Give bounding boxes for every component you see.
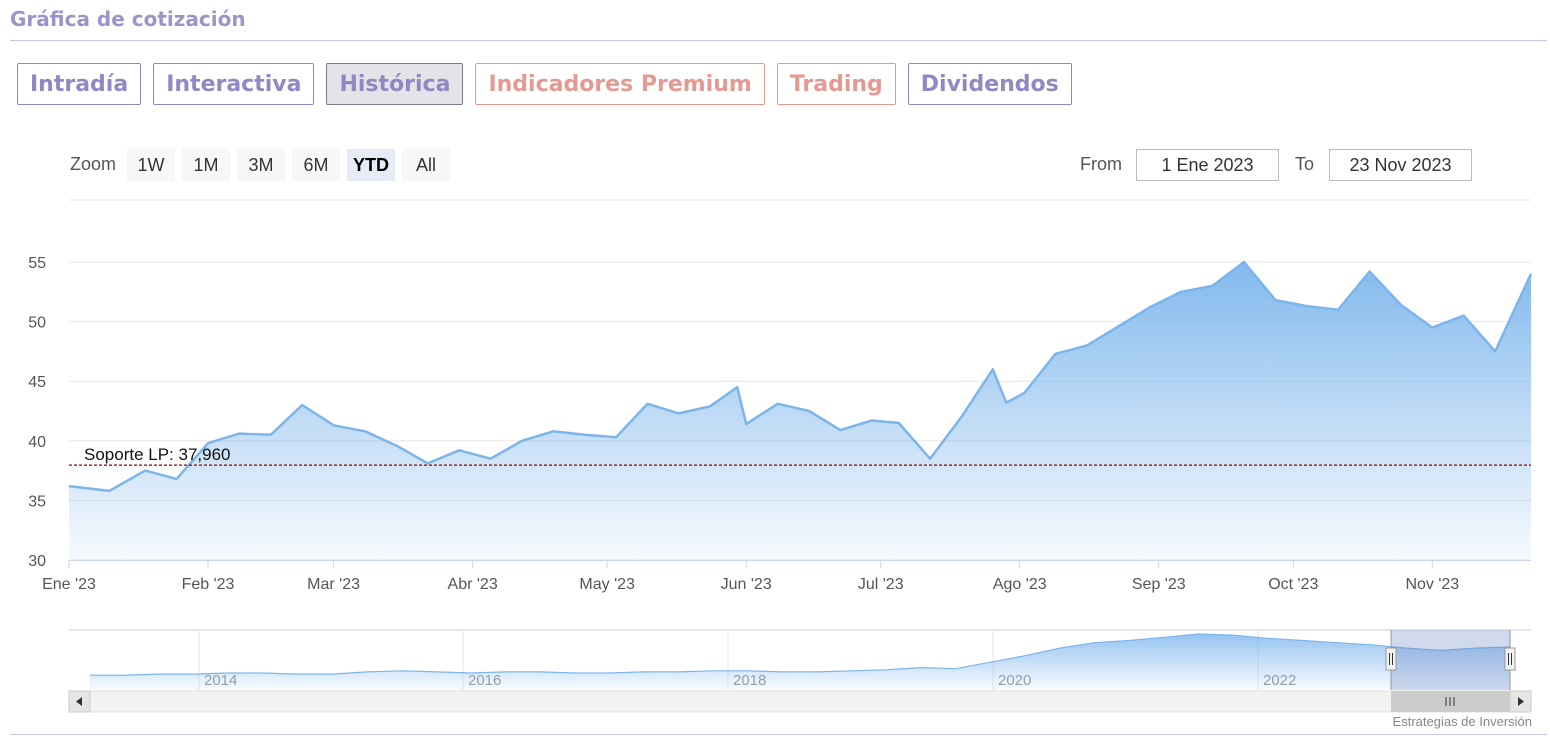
from-label: From [1080,154,1122,174]
scrollbar-thumb[interactable] [1391,691,1510,712]
x-tick-label: Jul '23 [858,576,904,593]
title-divider [10,40,1547,41]
to-date-input[interactable]: 23 Nov 2023 [1329,149,1472,181]
navigator-handle-left[interactable] [1385,647,1397,671]
credits-text: Estrategias de Inversión [1392,714,1532,729]
price-area-fill [69,262,1531,560]
x-tick-label: May '23 [579,576,635,593]
navigator-handle-right[interactable] [1504,647,1516,671]
navigator-line [90,633,1511,676]
chart-tabs: Intradía Interactiva Histórica Indicador… [17,63,1072,105]
y-tick-label: 35 [28,493,46,510]
y-axis: 30 35 40 45 50 55 [28,255,46,570]
x-tick-label: Feb '23 [182,576,235,593]
navigator-tick-label: 2020 [998,672,1031,689]
price-area [68,260,1533,560]
arrow-right-icon [1518,697,1524,706]
navigator-tick-label: 2018 [733,672,766,689]
x-tick-label: Ago '23 [993,576,1047,593]
support-annotation: Soporte LP: 37,960 [69,445,1531,466]
navigator-area [90,634,1510,690]
x-tick-label: Sep '23 [1132,576,1186,593]
page-title: Gráfica de cotización [10,7,246,31]
tab-dividendos[interactable]: Dividendos [907,63,1072,105]
x-tick-label: Abr '23 [448,576,498,593]
y-tick-label: 55 [28,255,46,272]
zoom-1w-button[interactable]: 1W [127,149,175,181]
scrollbar-track [68,690,1532,713]
to-label: To [1295,154,1315,174]
x-axis: Ene '23 Feb '23 Mar '23 Abr '23 May '23 Jun '… [42,560,1531,593]
x-tick-label: Mar '23 [307,576,360,593]
zoom-ytd-button[interactable]: YTD [347,149,395,181]
navigator-tick-label: 2016 [468,672,501,689]
from-date-input[interactable]: 1 Ene 2023 [1136,149,1279,181]
zoom-1m-button[interactable]: 1M [182,149,230,181]
tab-historica[interactable]: Histórica [326,63,464,105]
zoom-6m-button[interactable]: 6M [292,149,340,181]
y-tick-label: 50 [28,315,46,332]
zoom-3m-button[interactable]: 3M [237,149,285,181]
x-tick-label: Ene '23 [42,576,96,593]
tab-intradia[interactable]: Intradía [17,63,142,105]
tab-indicadores-premium[interactable]: Indicadores Premium [475,63,765,105]
zoom-all-button[interactable]: All [402,149,450,181]
tab-trading[interactable]: Trading [776,63,896,105]
bottom-divider [10,734,1547,735]
arrow-left-icon [76,697,82,706]
zoom-buttons: 1W 1M 3M 6M YTD All [127,149,450,181]
navigator-selection [1391,630,1510,690]
tab-interactiva[interactable]: Interactiva [153,63,315,105]
x-tick-label: Oct '23 [1268,576,1318,593]
navigator: 2014 2016 2018 2020 2022 [68,629,1532,713]
support-label: Soporte LP: 37,960 [84,445,231,464]
x-tick-label: Nov '23 [1405,576,1459,593]
grid-lines [69,199,1531,561]
y-tick-label: 45 [28,374,46,391]
navigator-tick-label: 2022 [1263,672,1296,689]
y-tick-label: 30 [28,553,46,570]
scroll-right-button[interactable] [1509,690,1532,713]
scroll-left-button[interactable] [68,690,91,713]
y-tick-label: 40 [28,434,46,451]
zoom-label: Zoom [70,154,117,174]
price-line [68,260,1533,493]
x-tick-label: Jun '23 [721,576,772,593]
navigator-tick-label: 2014 [204,672,237,689]
